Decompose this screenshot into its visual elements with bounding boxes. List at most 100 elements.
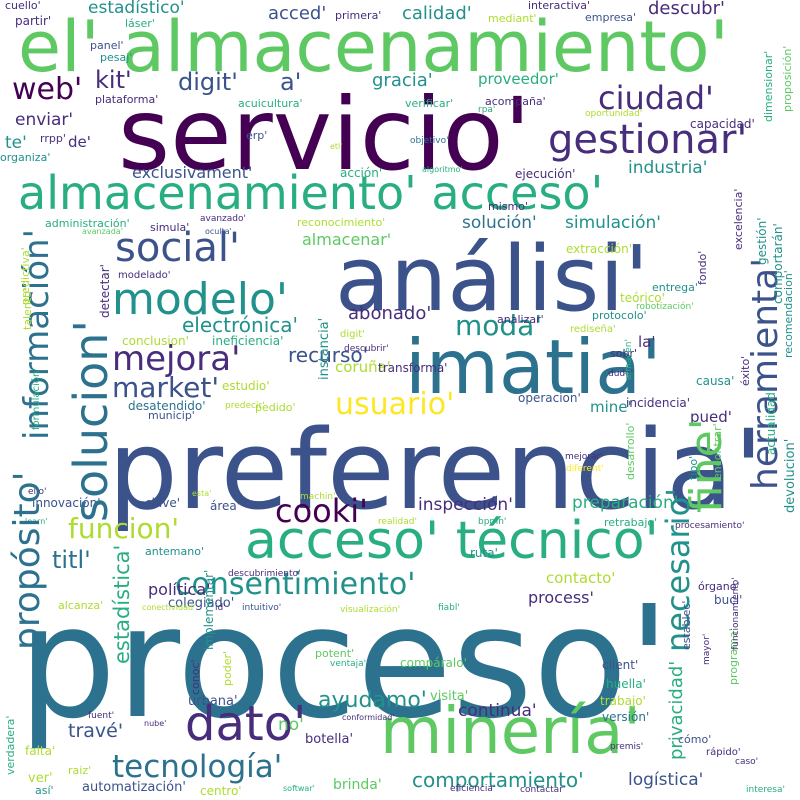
cloud-word: continua': [458, 701, 537, 721]
cloud-word: municip': [148, 409, 195, 422]
cloud-word: contacto': [546, 569, 616, 587]
cloud-word: gracia': [372, 70, 433, 91]
cloud-word: descubrir': [344, 344, 389, 354]
cloud-word: contactar': [520, 785, 566, 795]
cloud-word: transforma': [378, 361, 448, 375]
cloud-word: a': [280, 68, 302, 96]
cloud-word: visita': [430, 689, 469, 704]
cloud-word: empresa': [585, 11, 637, 24]
cloud-word: recomendacion': [782, 270, 795, 358]
cloud-word: acción': [340, 166, 383, 180]
cloud-word: fondo': [696, 250, 709, 285]
cloud-word: gestión': [755, 217, 769, 265]
cloud-word: ello': [28, 487, 47, 497]
cloud-word: travé': [68, 720, 124, 742]
cloud-word: pesaj': [100, 51, 133, 64]
cloud-word: moda': [455, 309, 543, 342]
cloud-word: simulación': [565, 213, 661, 233]
cloud-word: te': [5, 133, 27, 153]
cloud-word: pued': [690, 408, 732, 426]
cloud-word: objetivo': [410, 136, 449, 146]
cloud-word: teórico': [620, 291, 665, 305]
cloud-word: clave': [145, 496, 181, 510]
cloud-word: industria': [628, 158, 708, 178]
cloud-word: retrabajo': [604, 516, 658, 529]
cloud-word: predictiva': [19, 247, 32, 305]
cloud-word: imatia': [405, 323, 662, 411]
cloud-word: cómo': [678, 733, 712, 746]
cloud-word: almacenar': [302, 230, 392, 249]
cloud-word: modelo': [112, 274, 289, 325]
cloud-word: compáralo': [400, 656, 467, 670]
cloud-word: kit': [95, 66, 132, 94]
cloud-word: rediseña': [570, 324, 616, 335]
cloud-word: rápido': [706, 747, 741, 758]
cloud-word: process': [528, 588, 594, 607]
cloud-word: web': [12, 72, 83, 107]
cloud-word: estudio': [222, 379, 270, 393]
cloud-word: establec': [680, 600, 693, 650]
cloud-word: detectar': [98, 264, 112, 318]
cloud-word: potent': [315, 647, 355, 660]
cloud-word: formulación': [31, 367, 42, 430]
cloud-word: de': [68, 133, 91, 151]
cloud-word: mismo': [488, 200, 528, 213]
cloud-word: eficiencia': [450, 784, 496, 794]
cloud-word: colegiado': [168, 596, 235, 611]
cloud-word: caso': [735, 757, 759, 767]
cloud-word: id': [215, 603, 226, 613]
cloud-word: almacén': [624, 339, 634, 380]
cloud-word: preparación': [572, 493, 679, 513]
cloud-word: centro': [200, 784, 242, 798]
cloud-word: mejora': [112, 339, 241, 379]
cloud-word: machin': [300, 492, 336, 502]
cloud-word: conformidad': [342, 713, 395, 722]
cloud-word: proceso': [18, 572, 671, 753]
cloud-word: dato': [185, 696, 307, 752]
cloud-word: ejecución': [515, 167, 576, 181]
cloud-word: primera': [335, 9, 382, 22]
cloud-word: erp': [246, 129, 268, 142]
cloud-word: acuicultura': [238, 97, 303, 110]
cloud-word: la': [638, 333, 656, 351]
cloud-word: visualización': [340, 605, 401, 615]
cloud-word: acced': [268, 3, 327, 24]
cloud-word: comportamiento': [412, 768, 584, 792]
cloud-word: esta': [192, 489, 212, 498]
cloud-word: automatización': [82, 780, 186, 795]
cloud-word: avanzada': [82, 227, 123, 236]
cloud-word: análisi': [335, 227, 649, 332]
cloud-word: solución': [462, 213, 537, 233]
cloud-word: acompaña': [485, 95, 546, 108]
cloud-word: estadístico': [88, 0, 185, 18]
cloud-word: mine': [590, 398, 632, 416]
cloud-word: versión': [602, 710, 650, 724]
cloud-word: dude': [608, 369, 634, 379]
cloud-word: operacion': [518, 391, 581, 405]
cloud-word: brinda': [333, 777, 382, 793]
cloud-word: sobr': [610, 347, 637, 360]
cloud-word: ciudad': [598, 79, 714, 117]
cloud-word: falta': [25, 744, 56, 758]
cloud-word: gestionar': [548, 117, 748, 163]
cloud-word: intuitivo': [242, 603, 282, 613]
cloud-word: usuario': [335, 387, 455, 422]
cloud-word: electrónica': [182, 313, 299, 337]
cloud-word: ayudamo': [318, 688, 427, 713]
cloud-word: área': [210, 499, 241, 513]
cloud-word: privacidad': [666, 660, 687, 760]
cloud-word: digit': [178, 68, 238, 96]
cloud-word: pedido': [255, 401, 296, 414]
cloud-word: ventaja': [330, 659, 367, 669]
cloud-word: panel': [90, 39, 124, 52]
cloud-word: social': [115, 225, 241, 271]
cloud-word: avanzado': [200, 214, 246, 224]
cloud-word: funcionamiento': [731, 577, 741, 650]
cloud-word: encontrar': [711, 423, 724, 480]
cloud-word: mejorar': [565, 452, 603, 462]
cloud-word: propósito': [7, 471, 48, 650]
cloud-word: tecnología': [112, 749, 283, 785]
cloud-word: extracción': [566, 242, 633, 256]
cloud-word: modelado': [118, 270, 171, 281]
cloud-word: preferencia': [108, 406, 764, 534]
